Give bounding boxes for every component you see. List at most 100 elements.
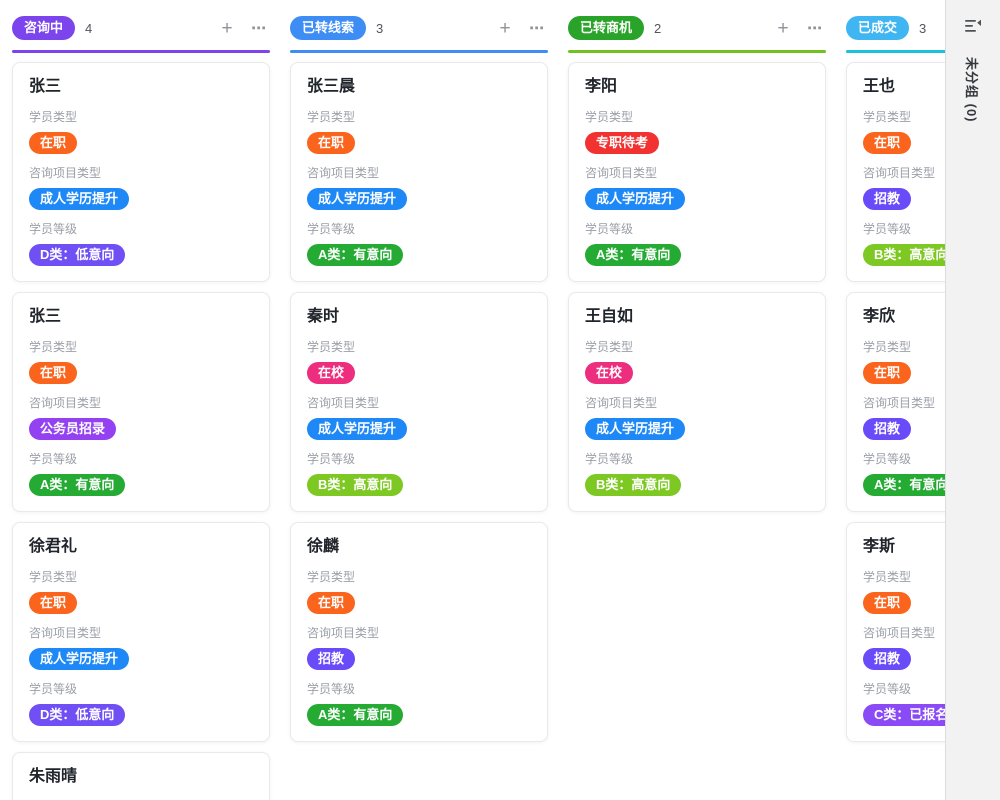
- field-label: 学员类型: [863, 570, 912, 584]
- field-tag: 招教: [863, 648, 912, 670]
- field-label: 学员等级: [585, 222, 634, 236]
- expand-group-icon[interactable]: [963, 17, 983, 35]
- field-tag: 成人学历提升: [29, 188, 130, 210]
- card-title: 王也: [863, 78, 896, 95]
- kanban-column-lead: 已转线索 3 + ⋯ 张三晨 学员类型 在职 咨询项目类型 成人学历提升 学员等…: [290, 16, 548, 800]
- field-label: 咨询项目类型: [863, 626, 936, 640]
- field-label: 学员等级: [585, 452, 634, 466]
- field-tag: 招教: [307, 648, 356, 670]
- add-card-button[interactable]: +: [772, 17, 794, 39]
- field-label: 学员等级: [29, 452, 78, 466]
- column-header: 已成交 3 + ⋯: [846, 16, 1000, 40]
- field-label: 学员等级: [29, 682, 78, 696]
- field-label: 学员等级: [307, 682, 356, 696]
- card-title: 李欣: [863, 308, 896, 325]
- field-tag: A类：有意向: [307, 244, 404, 266]
- field-tag: 在职: [863, 132, 912, 154]
- column-more-button[interactable]: ⋯: [526, 17, 548, 39]
- column-header: 已转线索 3 + ⋯: [290, 16, 548, 40]
- field-tag: 在职: [29, 362, 78, 384]
- column-status-badge[interactable]: 已成交: [846, 16, 910, 40]
- field-tag: 成人学历提升: [585, 418, 686, 440]
- field-label: 学员类型: [29, 110, 78, 124]
- field-label: 咨询项目类型: [307, 626, 380, 640]
- field-tag: 在职: [863, 592, 912, 614]
- field-label: 咨询项目类型: [585, 166, 658, 180]
- column-status-badge[interactable]: 咨询中: [12, 16, 76, 40]
- field-label: 咨询项目类型: [29, 626, 102, 640]
- field-tag: A类：有意向: [307, 704, 404, 726]
- field-label: 学员类型: [307, 110, 356, 124]
- column-color-bar: [12, 50, 270, 53]
- field-label: 学员类型: [863, 110, 912, 124]
- field-tag: D类：低意向: [29, 704, 126, 726]
- field-label: 学员类型: [307, 340, 356, 354]
- field-label: 咨询项目类型: [863, 396, 936, 410]
- field-label: 学员类型: [307, 570, 356, 584]
- card-list: 张三晨 学员类型 在职 咨询项目类型 成人学历提升 学员等级 A类：有意向 秦时…: [290, 62, 548, 742]
- field-tag: B类：高意向: [307, 474, 404, 496]
- field-label: 咨询项目类型: [29, 396, 102, 410]
- field-label: 学员等级: [307, 222, 356, 236]
- field-tag: 在职: [307, 592, 356, 614]
- card-list: 张三 学员类型 在职 咨询项目类型 成人学历提升 学员等级 D类：低意向 张三 …: [12, 62, 270, 800]
- field-label: 学员等级: [863, 452, 912, 466]
- record-card[interactable]: 王自如 学员类型 在校 咨询项目类型 成人学历提升 学员等级 B类：高意向: [568, 292, 826, 512]
- column-more-button[interactable]: ⋯: [248, 17, 270, 39]
- column-count: 4: [85, 20, 93, 36]
- field-label: 咨询项目类型: [585, 396, 658, 410]
- field-tag: 专职待考: [585, 132, 660, 154]
- ungrouped-panel-title: 未分组 (0): [964, 57, 979, 123]
- field-label: 咨询项目类型: [307, 166, 380, 180]
- column-status-badge[interactable]: 已转商机: [568, 16, 645, 40]
- field-tag: 招教: [863, 188, 912, 210]
- column-status-badge[interactable]: 已转线索: [290, 16, 367, 40]
- card-title: 李阳: [585, 78, 618, 95]
- record-card[interactable]: 张三 学员类型 在职 咨询项目类型 成人学历提升 学员等级 D类：低意向: [12, 62, 270, 282]
- field-label: 学员类型: [585, 110, 634, 124]
- field-tag: A类：有意向: [585, 244, 682, 266]
- column-header: 已转商机 2 + ⋯: [568, 16, 826, 40]
- add-card-button[interactable]: +: [494, 17, 516, 39]
- field-tag: 在职: [29, 132, 78, 154]
- field-label: 学员类型: [29, 340, 78, 354]
- kanban-column-opportunity: 已转商机 2 + ⋯ 李阳 学员类型 专职待考 咨询项目类型 成人学历提升 学员…: [568, 16, 826, 800]
- field-tag: 公务员招录: [29, 418, 117, 440]
- column-count: 3: [376, 20, 384, 36]
- field-label: 咨询项目类型: [29, 166, 102, 180]
- field-tag: 在校: [307, 362, 356, 384]
- ungrouped-panel[interactable]: 未分组 (0): [945, 0, 1000, 800]
- column-count: 3: [919, 20, 927, 36]
- record-card[interactable]: 徐麟 学员类型 在职 咨询项目类型 招教 学员等级 A类：有意向: [290, 522, 548, 742]
- column-color-bar: [290, 50, 548, 53]
- column-more-button[interactable]: ⋯: [804, 17, 826, 39]
- record-card[interactable]: 秦时 学员类型 在校 咨询项目类型 成人学历提升 学员等级 B类：高意向: [290, 292, 548, 512]
- field-label: 学员等级: [863, 682, 912, 696]
- field-tag: A类：有意向: [29, 474, 126, 496]
- card-title: 朱雨晴: [29, 768, 78, 785]
- record-card[interactable]: 徐君礼 学员类型 在职 咨询项目类型 成人学历提升 学员等级 D类：低意向: [12, 522, 270, 742]
- kanban-column-consulting: 咨询中 4 + ⋯ 张三 学员类型 在职 咨询项目类型 成人学历提升 学员等级 …: [12, 16, 270, 800]
- card-title: 张三: [29, 78, 62, 95]
- record-card[interactable]: 王也 学员类型 在职 咨询项目类型 招教 学员等级 B类：高意向: [846, 62, 1000, 282]
- field-tag: A类：有意向: [863, 474, 960, 496]
- add-card-button[interactable]: +: [216, 17, 238, 39]
- field-tag: 在校: [585, 362, 634, 384]
- field-label: 咨询项目类型: [307, 396, 380, 410]
- record-card[interactable]: 李阳 学员类型 专职待考 咨询项目类型 成人学历提升 学员等级 A类：有意向: [568, 62, 826, 282]
- field-label: 学员等级: [29, 222, 78, 236]
- field-tag: B类：高意向: [585, 474, 682, 496]
- card-title: 张三: [29, 308, 62, 325]
- field-tag: C类：已报名: [863, 704, 960, 726]
- record-card[interactable]: 张三晨 学员类型 在职 咨询项目类型 成人学历提升 学员等级 A类：有意向: [290, 62, 548, 282]
- record-card[interactable]: 朱雨晴 学员类型: [12, 752, 270, 800]
- record-card[interactable]: 张三 学员类型 在职 咨询项目类型 公务员招录 学员等级 A类：有意向: [12, 292, 270, 512]
- field-tag: 成人学历提升: [585, 188, 686, 210]
- card-title: 徐君礼: [29, 538, 78, 555]
- field-tag: 在职: [307, 132, 356, 154]
- field-tag: 在职: [29, 592, 78, 614]
- column-color-bar: [846, 50, 1000, 53]
- field-tag: D类：低意向: [29, 244, 126, 266]
